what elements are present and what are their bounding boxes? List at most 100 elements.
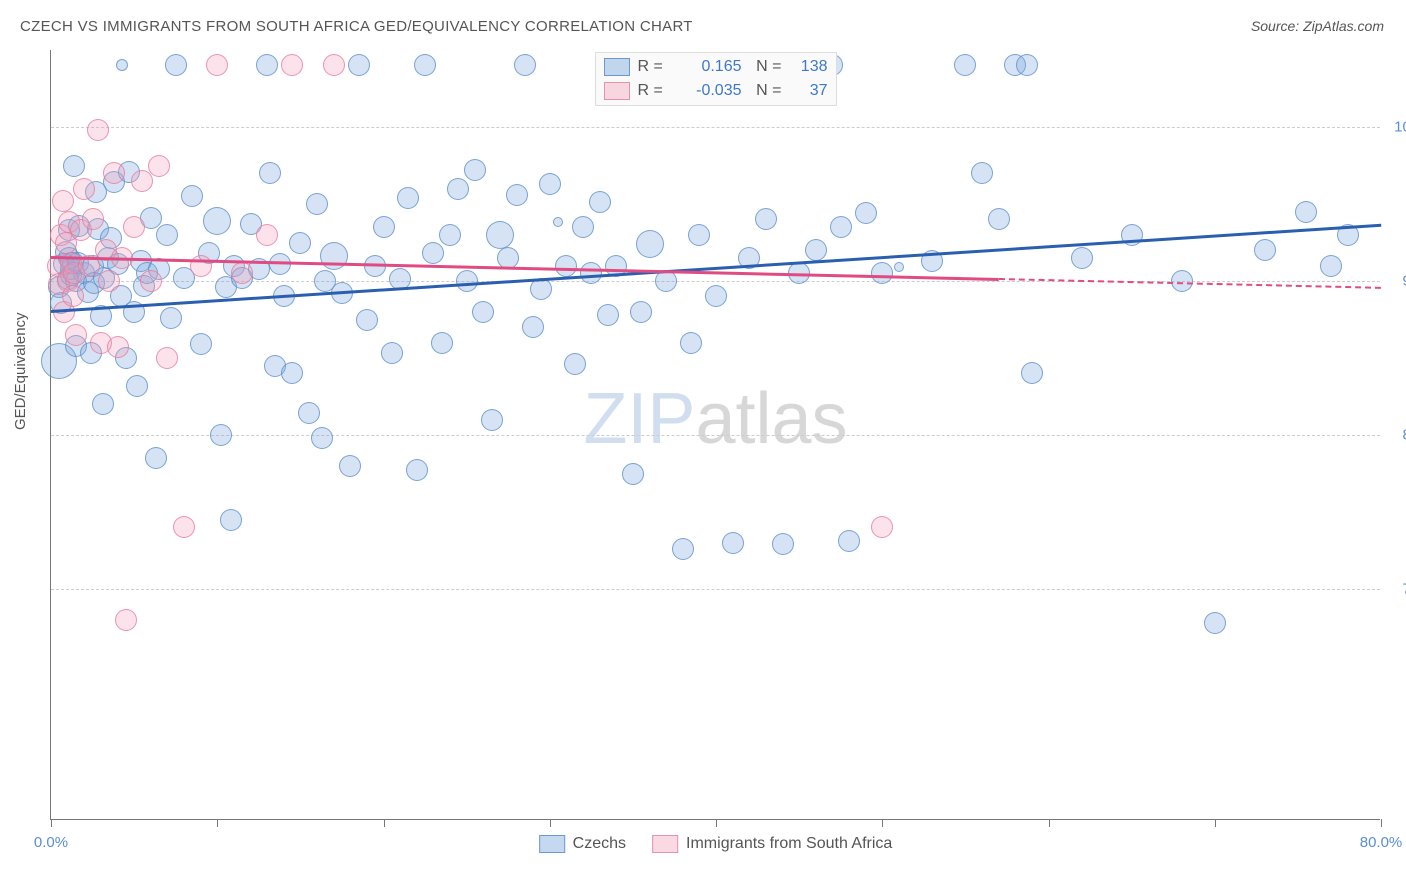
data-point <box>755 208 777 230</box>
watermark: ZIPatlas <box>583 378 847 460</box>
data-point <box>115 609 137 631</box>
data-point <box>1171 270 1193 292</box>
x-tick-mark <box>384 819 385 827</box>
legend-r-value-immigrants: -0.035 <box>674 79 742 103</box>
data-point <box>103 162 125 184</box>
data-point <box>871 516 893 538</box>
data-point <box>160 307 182 329</box>
data-point <box>553 217 563 227</box>
data-point <box>871 262 893 284</box>
data-point <box>971 162 993 184</box>
data-point <box>356 309 378 331</box>
data-point <box>572 216 594 238</box>
data-point <box>123 216 145 238</box>
data-point <box>439 224 461 246</box>
legend-n-value-immigrants: 37 <box>782 79 828 103</box>
data-point <box>281 54 303 76</box>
x-tick-label: 0.0% <box>34 834 68 851</box>
legend-swatch-czechs-bot <box>539 835 565 853</box>
y-tick-label: 100.0% <box>1390 119 1406 136</box>
data-point <box>65 324 87 346</box>
data-point <box>165 54 187 76</box>
data-point <box>431 332 453 354</box>
data-point <box>456 270 478 292</box>
data-point <box>323 54 345 76</box>
data-point <box>190 255 212 277</box>
watermark-part1: ZIP <box>583 379 695 459</box>
data-point <box>131 170 153 192</box>
x-tick-label: 80.0% <box>1360 834 1403 851</box>
legend-r-label: R = <box>638 79 674 103</box>
y-tick-label: 80.0% <box>1390 427 1406 444</box>
data-point <box>173 516 195 538</box>
data-point <box>62 285 84 307</box>
data-point <box>397 187 419 209</box>
x-tick-mark <box>1381 819 1382 827</box>
data-point <box>522 316 544 338</box>
legend-item-immigrants: Immigrants from South Africa <box>652 835 892 853</box>
data-point <box>107 336 129 358</box>
data-point <box>539 173 561 195</box>
data-point <box>988 208 1010 230</box>
x-tick-mark <box>550 819 551 827</box>
data-point <box>373 216 395 238</box>
data-point <box>447 178 469 200</box>
data-point <box>220 509 242 531</box>
data-point <box>705 285 727 307</box>
data-point <box>589 191 611 213</box>
data-point <box>722 532 744 554</box>
data-point <box>145 447 167 469</box>
gridline <box>51 127 1380 128</box>
correlation-legend: R = 0.165 N = 138 R = -0.035 N = 37 <box>595 52 837 106</box>
data-point <box>772 533 794 555</box>
legend-label-immigrants: Immigrants from South Africa <box>686 835 892 853</box>
data-point <box>126 375 148 397</box>
data-point <box>486 221 514 249</box>
data-point <box>320 242 348 270</box>
data-point <box>1254 239 1276 261</box>
x-tick-mark <box>882 819 883 827</box>
data-point <box>63 155 85 177</box>
data-point <box>298 402 320 424</box>
legend-row-czechs: R = 0.165 N = 138 <box>604 55 828 79</box>
data-point <box>406 459 428 481</box>
data-point <box>92 393 114 415</box>
data-point <box>672 538 694 560</box>
data-point <box>838 530 860 552</box>
data-point <box>231 262 253 284</box>
data-point <box>206 54 228 76</box>
legend-r-label: R = <box>638 55 674 79</box>
data-point <box>472 301 494 323</box>
scatter-plot: ZIPatlas R = 0.165 N = 138 R = -0.035 N … <box>50 50 1380 820</box>
data-point <box>87 119 109 141</box>
data-point <box>256 54 278 76</box>
data-point <box>256 224 278 246</box>
data-point <box>555 255 577 277</box>
x-tick-mark <box>51 819 52 827</box>
data-point <box>597 304 619 326</box>
data-point <box>52 190 74 212</box>
data-point <box>181 185 203 207</box>
legend-n-label: N = <box>742 79 782 103</box>
data-point <box>630 301 652 323</box>
data-point <box>422 242 444 264</box>
legend-n-label: N = <box>742 55 782 79</box>
data-point <box>348 54 370 76</box>
data-point <box>116 59 128 71</box>
y-axis-label: GED/Equivalency <box>12 312 29 430</box>
data-point <box>203 207 231 235</box>
data-point <box>564 353 586 375</box>
data-point <box>311 427 333 449</box>
data-point <box>73 178 95 200</box>
data-point <box>381 342 403 364</box>
data-point <box>82 208 104 230</box>
data-point <box>259 162 281 184</box>
data-point <box>622 463 644 485</box>
data-point <box>805 239 827 261</box>
x-tick-mark <box>1215 819 1216 827</box>
data-point <box>289 232 311 254</box>
x-tick-mark <box>1049 819 1050 827</box>
data-point <box>140 270 162 292</box>
legend-label-czechs: Czechs <box>573 835 626 853</box>
data-point <box>1016 54 1038 76</box>
